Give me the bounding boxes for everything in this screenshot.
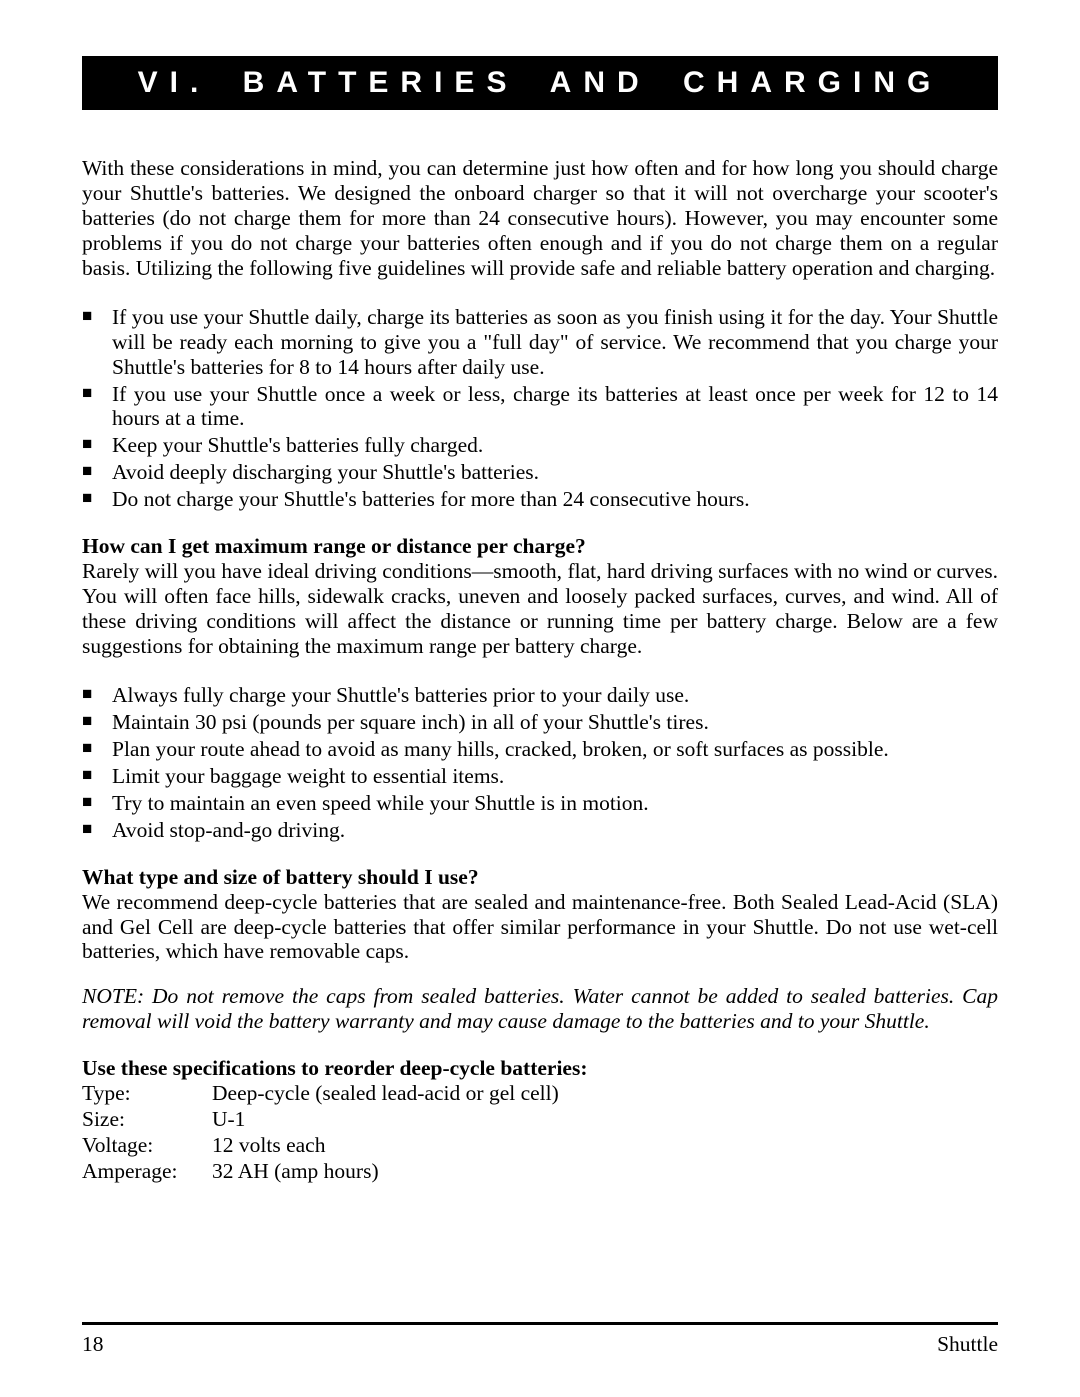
- list-item: Keep your Shuttle's batteries fully char…: [82, 433, 998, 458]
- spec-label: Type:: [82, 1081, 212, 1107]
- footer-rule: [82, 1322, 998, 1325]
- question-heading: What type and size of battery should I u…: [82, 865, 998, 890]
- spec-value: U-1: [212, 1107, 559, 1133]
- list-item: Avoid deeply discharging your Shuttle's …: [82, 460, 998, 485]
- list-item: Limit your baggage weight to essential i…: [82, 764, 998, 789]
- spec-label: Size:: [82, 1107, 212, 1133]
- question-body: We recommend deep-cycle batteries that a…: [82, 890, 998, 965]
- page-footer: 18 Shuttle: [82, 1332, 998, 1357]
- list-item: If you use your Shuttle daily, charge it…: [82, 305, 998, 380]
- spec-label: Voltage:: [82, 1133, 212, 1159]
- spec-value: Deep-cycle (sealed lead-acid or gel cell…: [212, 1081, 559, 1107]
- doc-title: Shuttle: [937, 1332, 998, 1357]
- list-item: Plan your route ahead to avoid as many h…: [82, 737, 998, 762]
- intro-paragraph: With these considerations in mind, you c…: [82, 156, 998, 281]
- list-item: If you use your Shuttle once a week or l…: [82, 382, 998, 432]
- list-item: Maintain 30 psi (pounds per square inch)…: [82, 710, 998, 735]
- table-row: Size: U-1: [82, 1107, 559, 1133]
- range-tips-list: Always fully charge your Shuttle's batte…: [82, 683, 998, 843]
- list-item: Try to maintain an even speed while your…: [82, 791, 998, 816]
- table-row: Type: Deep-cycle (sealed lead-acid or ge…: [82, 1081, 559, 1107]
- spec-label: Amperage:: [82, 1159, 212, 1185]
- list-item: Do not charge your Shuttle's batteries f…: [82, 487, 998, 512]
- list-item: Always fully charge your Shuttle's batte…: [82, 683, 998, 708]
- specs-heading: Use these specifications to reorder deep…: [82, 1056, 998, 1081]
- page: VI. BATTERIES AND CHARGING With these co…: [0, 0, 1080, 1397]
- spec-value: 12 volts each: [212, 1133, 559, 1159]
- section-banner: VI. BATTERIES AND CHARGING: [82, 56, 998, 110]
- table-row: Voltage: 12 volts each: [82, 1133, 559, 1159]
- table-row: Amperage: 32 AH (amp hours): [82, 1159, 559, 1185]
- question-body: Rarely will you have ideal driving condi…: [82, 559, 998, 659]
- question-heading: How can I get maximum range or distance …: [82, 534, 998, 559]
- section-banner-text: VI. BATTERIES AND CHARGING: [138, 66, 943, 99]
- specs-table: Type: Deep-cycle (sealed lead-acid or ge…: [82, 1081, 559, 1184]
- spec-value: 32 AH (amp hours): [212, 1159, 559, 1185]
- note-paragraph: NOTE: Do not remove the caps from sealed…: [82, 984, 998, 1034]
- list-item: Avoid stop-and-go driving.: [82, 818, 998, 843]
- page-number: 18: [82, 1332, 104, 1357]
- guidelines-list: If you use your Shuttle daily, charge it…: [82, 305, 998, 513]
